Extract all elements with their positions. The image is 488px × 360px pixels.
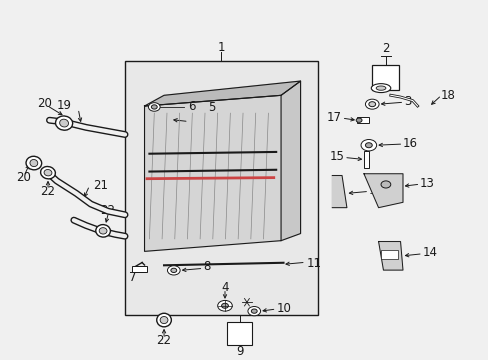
- Bar: [363, 150, 368, 168]
- Text: 5: 5: [207, 101, 215, 114]
- Bar: [132, 266, 147, 272]
- Circle shape: [355, 118, 361, 122]
- Bar: [372, 65, 399, 90]
- Text: 19: 19: [57, 99, 71, 112]
- Circle shape: [167, 266, 180, 275]
- Ellipse shape: [370, 84, 390, 93]
- Text: 15: 15: [329, 150, 344, 163]
- Bar: [227, 322, 251, 345]
- Ellipse shape: [26, 156, 41, 170]
- Text: 1: 1: [217, 41, 224, 54]
- Text: 14: 14: [422, 247, 437, 260]
- Polygon shape: [144, 95, 281, 251]
- Circle shape: [170, 268, 176, 273]
- Circle shape: [247, 306, 260, 316]
- Polygon shape: [378, 242, 402, 270]
- Text: 22: 22: [41, 185, 55, 198]
- Text: 11: 11: [306, 257, 321, 270]
- Circle shape: [221, 303, 228, 308]
- Circle shape: [365, 143, 371, 148]
- Circle shape: [217, 301, 232, 311]
- Text: 6: 6: [188, 100, 196, 113]
- Text: 3: 3: [403, 95, 410, 108]
- Ellipse shape: [44, 170, 52, 176]
- Text: 13: 13: [419, 177, 434, 190]
- Ellipse shape: [99, 228, 107, 234]
- Text: 20: 20: [37, 96, 52, 109]
- Text: 18: 18: [440, 90, 454, 103]
- Circle shape: [380, 181, 390, 188]
- Bar: [380, 251, 397, 260]
- Ellipse shape: [60, 119, 68, 127]
- Text: 4: 4: [221, 281, 228, 294]
- Text: 17: 17: [326, 111, 341, 124]
- Text: 9: 9: [235, 345, 243, 358]
- Ellipse shape: [96, 225, 110, 237]
- Polygon shape: [331, 176, 346, 208]
- Text: 22: 22: [156, 334, 171, 347]
- Text: 10: 10: [276, 302, 290, 315]
- Bar: [125, 61, 317, 315]
- Circle shape: [368, 102, 375, 107]
- Circle shape: [148, 103, 160, 111]
- Bar: [356, 117, 368, 123]
- Text: 2: 2: [382, 42, 389, 55]
- Polygon shape: [144, 81, 300, 106]
- Text: 16: 16: [402, 136, 417, 149]
- Ellipse shape: [56, 116, 73, 130]
- Circle shape: [360, 139, 376, 151]
- Polygon shape: [281, 81, 300, 240]
- Ellipse shape: [160, 316, 167, 324]
- Ellipse shape: [157, 313, 171, 327]
- Polygon shape: [363, 174, 402, 208]
- Text: 7: 7: [128, 271, 136, 284]
- Text: 8: 8: [203, 260, 210, 273]
- Text: 22: 22: [100, 204, 115, 217]
- Text: 12: 12: [368, 184, 383, 197]
- Circle shape: [151, 105, 157, 109]
- Text: 21: 21: [93, 179, 108, 192]
- Ellipse shape: [375, 86, 385, 90]
- Circle shape: [365, 99, 378, 109]
- Text: 20: 20: [16, 171, 30, 184]
- Ellipse shape: [41, 166, 55, 179]
- Circle shape: [251, 309, 257, 313]
- Ellipse shape: [30, 159, 38, 167]
